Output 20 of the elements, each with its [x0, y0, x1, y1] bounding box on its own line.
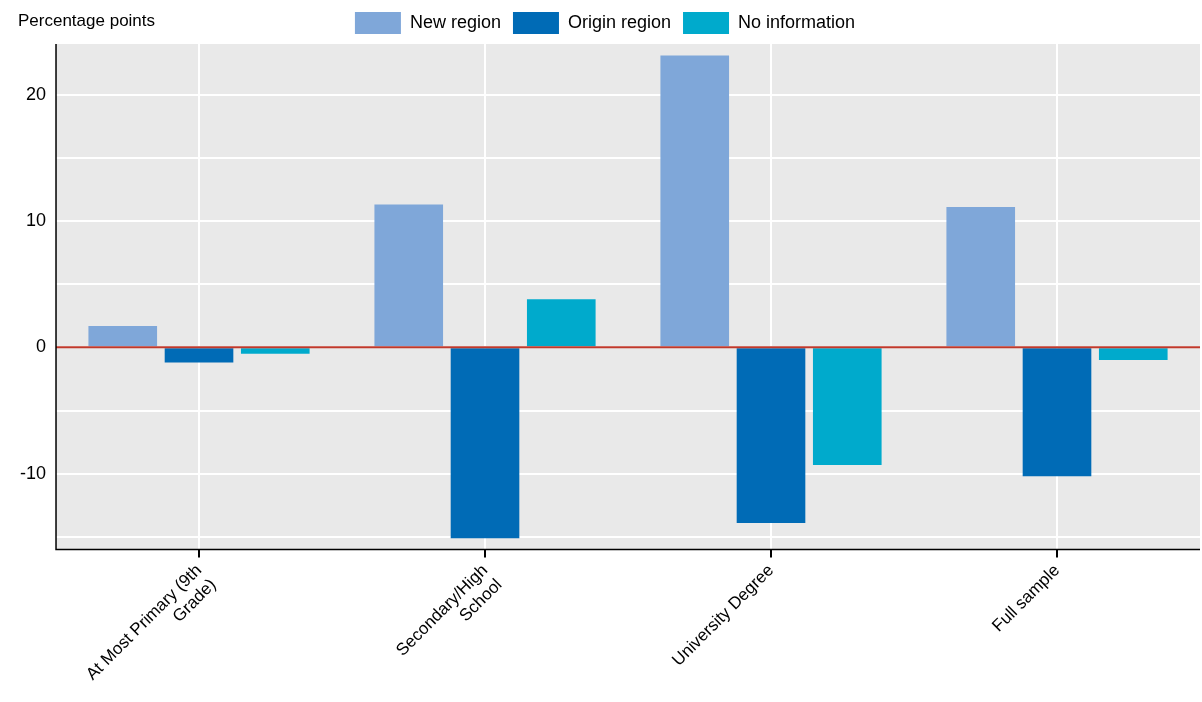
- y-tick-label: -10: [20, 462, 47, 483]
- bar: [450, 348, 520, 539]
- bar: [88, 325, 158, 347]
- bar: [812, 348, 882, 465]
- bar: [1098, 348, 1168, 360]
- bar: [946, 207, 1016, 347]
- bar: [526, 299, 596, 347]
- legend-label: New region: [409, 11, 501, 32]
- y-axis-title: Percentage points: [18, 11, 156, 31]
- bar: [1022, 348, 1092, 477]
- bar: [240, 348, 310, 354]
- bar: [374, 204, 444, 347]
- bar: [660, 55, 730, 347]
- y-tick-label: 0: [36, 336, 47, 357]
- legend-label: No information: [738, 11, 856, 32]
- bar: [164, 348, 234, 363]
- y-tick-label: 10: [25, 209, 47, 230]
- y-tick-label: 20: [25, 83, 47, 104]
- bar: [736, 348, 806, 524]
- legend-label: Origin region: [567, 11, 672, 32]
